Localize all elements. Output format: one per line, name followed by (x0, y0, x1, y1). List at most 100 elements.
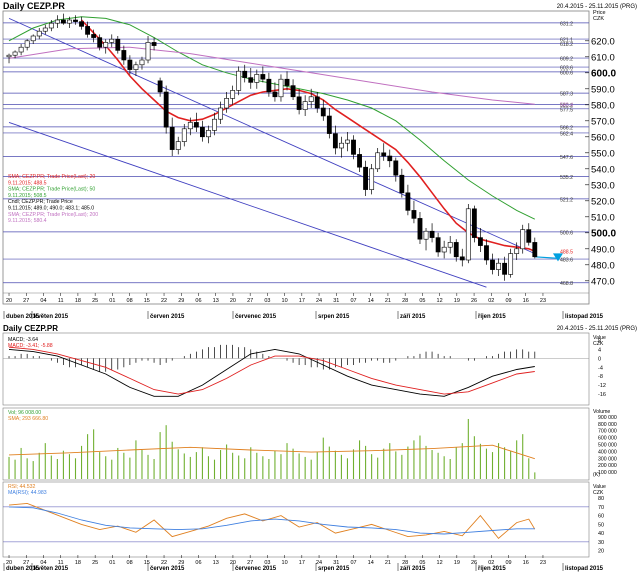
volume-y-tick-label: 200 000 (598, 463, 617, 469)
x-tick-label: 19 (454, 298, 460, 304)
candle-body (157, 80, 163, 93)
rsi-y-tick-label: 40 (598, 531, 604, 537)
candle-body (206, 130, 211, 138)
rsi-corner-label: Value (593, 484, 606, 490)
rsi-y-tick-label: 60 (598, 514, 604, 520)
candle-body (12, 51, 18, 56)
x-month-label: říjen 2015 (478, 314, 506, 320)
level-label: 580.2 (560, 103, 573, 109)
x-month-label: červenec 2015 (235, 314, 277, 320)
x-tick-label: 15 (144, 560, 150, 566)
macd-line (8, 348, 535, 397)
rsi-y-tick-label: 30 (598, 540, 604, 546)
x-month-label: listopad 2015 (565, 314, 604, 320)
price-panel-frame (2, 10, 590, 305)
level-label: 603.6 (560, 66, 573, 72)
candle-body (278, 78, 284, 98)
candle-body (169, 126, 175, 150)
candle-body (79, 21, 84, 27)
y-tick-label: 560.0 (591, 132, 615, 143)
x-tick-label: 19 (454, 560, 460, 566)
candle-body (127, 59, 133, 70)
candle-body (381, 152, 387, 157)
x-tick-label: 31 (333, 298, 339, 304)
macd-y-tick-label: -4 (598, 365, 603, 371)
candle-body (30, 35, 36, 42)
level-label: 468.8 (560, 281, 573, 287)
macd-y-tick-label: 4 (598, 347, 601, 353)
candle-body (151, 42, 157, 46)
x-tick-label: 16 (523, 560, 529, 566)
level-label: 562.4 (560, 131, 573, 137)
candle-body (284, 78, 290, 86)
volume-y-tick-label: 700 000 (598, 429, 617, 435)
candle-body (181, 128, 187, 142)
x-tick-label: 05 (419, 298, 425, 304)
x-tick-label: 10 (282, 560, 288, 566)
macd-line (8, 346, 535, 395)
macd-corner-label: CZK (593, 341, 604, 347)
rsi-y-tick-label: 80 (598, 496, 604, 502)
candle-body (459, 256, 465, 261)
candle-body (18, 46, 24, 53)
candle-body (496, 262, 501, 270)
x-tick-label: 27 (23, 298, 29, 304)
y-tick-label: 550.0 (591, 148, 615, 159)
level-label: 547.6 (560, 155, 573, 161)
x-tick-label: 08 (127, 560, 133, 566)
x-tick-label: 01 (109, 560, 115, 566)
legend-entry: 9.11.2015; 488.5 (8, 180, 47, 186)
y-tick-label: 620.0 (591, 36, 615, 47)
x-tick-label: 09 (505, 298, 511, 304)
current-value-label: 488.5 (560, 250, 573, 256)
y-tick-label: 540.0 (591, 164, 615, 175)
x-month-label: listopad 2015 (565, 566, 604, 572)
x-tick-label: 24 (316, 298, 322, 304)
candle-body (67, 19, 72, 24)
candle-body (121, 50, 127, 61)
macd-y-tick-label: 8 (598, 338, 601, 344)
candle-body (42, 27, 48, 32)
trend-line (8, 17, 535, 255)
x-tick-label: 27 (23, 560, 29, 566)
rsi-legend-entry: MA(RSI); 44.983 (8, 490, 47, 496)
x-tick-label: 07 (350, 560, 356, 566)
candle-body (242, 70, 248, 78)
x-month-label: červen 2015 (150, 566, 185, 572)
candle-body (405, 192, 411, 211)
volume-y-tick-label: 300 000 (598, 456, 617, 462)
volume-legend-entry: Vol; 96 008.00 (8, 410, 41, 416)
x-tick-label: 20 (230, 298, 236, 304)
y-tick-label: 520.0 (591, 196, 615, 207)
level-label: 609.2 (560, 57, 573, 63)
candle-body (314, 96, 320, 109)
level-label: 631.2 (560, 21, 573, 27)
chart-date-range-lower: 20.4.2015 - 25.11.2015 (PRG) (557, 326, 637, 332)
x-tick-label: 02 (488, 560, 494, 566)
y-tick-label: 490.0 (591, 244, 615, 255)
trend-line (8, 121, 487, 288)
candle-body (532, 242, 538, 258)
candle-body (411, 210, 417, 219)
level-label: 566.2 (560, 125, 573, 131)
candle-body (508, 253, 514, 275)
x-tick-label: 22 (161, 298, 167, 304)
x-tick-label: 11 (58, 560, 64, 566)
candle-body (332, 133, 338, 149)
x-tick-label: 04 (40, 298, 46, 304)
candle-body (465, 208, 471, 261)
legend-entry: Cndl; CEZP.PR; Trade Price (8, 199, 73, 205)
candle-body (447, 242, 453, 248)
level-label: 577.5 (560, 107, 573, 113)
rsi-corner-label: CZK (593, 490, 604, 496)
candle-body (393, 160, 399, 176)
candle-body (520, 229, 526, 250)
x-tick-label: 17 (299, 560, 305, 566)
macd-y-tick-label: -16 (598, 392, 606, 398)
rsi-line (8, 506, 535, 535)
x-tick-label: 10 (282, 298, 288, 304)
candle-body (91, 34, 97, 38)
y-tick-label: 580.0 (591, 100, 615, 111)
candle-body (193, 122, 199, 128)
x-tick-label: 03 (264, 560, 270, 566)
